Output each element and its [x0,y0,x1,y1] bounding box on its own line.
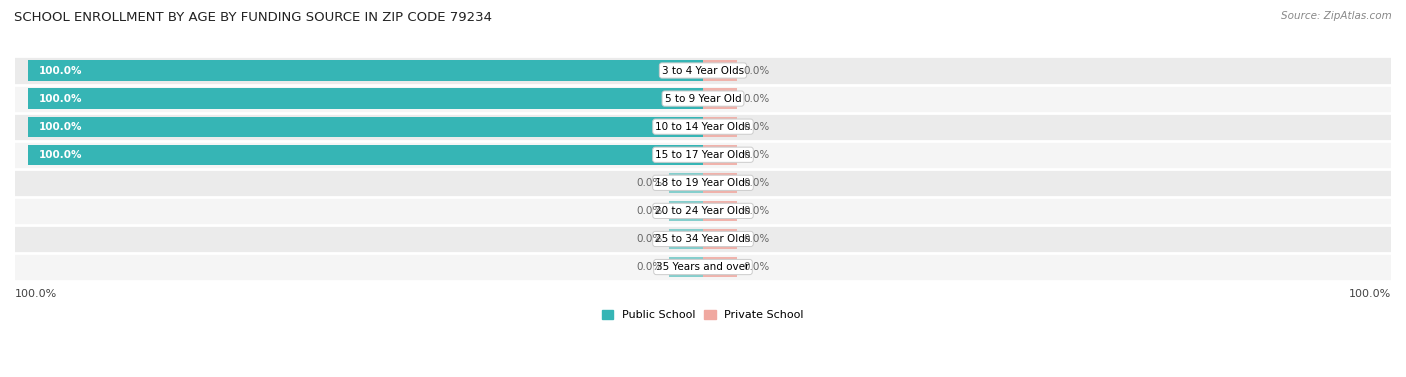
Bar [669,229,703,249]
Bar [28,89,703,109]
Bar [703,89,737,109]
Text: Source: ZipAtlas.com: Source: ZipAtlas.com [1281,11,1392,21]
Bar [703,173,737,193]
Text: 0.0%: 0.0% [744,178,769,188]
Text: 0.0%: 0.0% [637,206,662,216]
Text: 0.0%: 0.0% [744,150,769,160]
Bar [28,60,703,81]
Bar [15,169,1391,197]
Bar [703,229,737,249]
Text: SCHOOL ENROLLMENT BY AGE BY FUNDING SOURCE IN ZIP CODE 79234: SCHOOL ENROLLMENT BY AGE BY FUNDING SOUR… [14,11,492,24]
Bar [15,253,1391,281]
Bar [703,201,737,221]
Text: 0.0%: 0.0% [637,262,662,272]
Bar [28,116,703,137]
Bar [669,173,703,193]
Bar [669,201,703,221]
Text: 5 to 9 Year Old: 5 to 9 Year Old [665,93,741,104]
Text: 0.0%: 0.0% [744,122,769,132]
Text: 15 to 17 Year Olds: 15 to 17 Year Olds [655,150,751,160]
Bar [15,57,1391,84]
Text: 0.0%: 0.0% [637,178,662,188]
Text: 100.0%: 100.0% [15,290,58,299]
Text: 100.0%: 100.0% [38,150,82,160]
Text: 100.0%: 100.0% [38,66,82,75]
Bar [703,116,737,137]
Bar [703,145,737,165]
Text: 20 to 24 Year Olds: 20 to 24 Year Olds [655,206,751,216]
Text: 0.0%: 0.0% [744,93,769,104]
Bar [15,225,1391,253]
Text: 100.0%: 100.0% [1348,290,1391,299]
Bar [15,113,1391,141]
Legend: Public School, Private School: Public School, Private School [598,306,808,325]
Text: 100.0%: 100.0% [38,122,82,132]
Text: 3 to 4 Year Olds: 3 to 4 Year Olds [662,66,744,75]
Bar [703,60,737,81]
Text: 18 to 19 Year Olds: 18 to 19 Year Olds [655,178,751,188]
Text: 0.0%: 0.0% [744,206,769,216]
Bar [669,257,703,277]
Text: 35 Years and over: 35 Years and over [657,262,749,272]
Bar [28,145,703,165]
Bar [15,141,1391,169]
Text: 100.0%: 100.0% [38,93,82,104]
Bar [15,197,1391,225]
Text: 0.0%: 0.0% [637,234,662,244]
Text: 0.0%: 0.0% [744,234,769,244]
Text: 10 to 14 Year Olds: 10 to 14 Year Olds [655,122,751,132]
Text: 25 to 34 Year Olds: 25 to 34 Year Olds [655,234,751,244]
Text: 0.0%: 0.0% [744,262,769,272]
Text: 0.0%: 0.0% [744,66,769,75]
Bar [15,84,1391,113]
Bar [703,257,737,277]
